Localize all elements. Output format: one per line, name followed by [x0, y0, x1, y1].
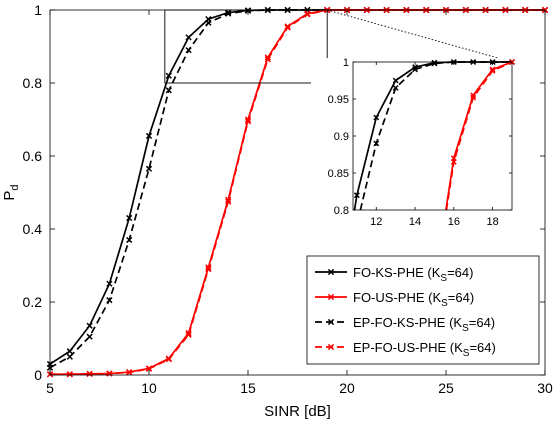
data-point-marker [165, 355, 172, 362]
zoom-region-box [164, 9, 328, 84]
data-point-marker [185, 34, 192, 41]
data-point-marker [450, 155, 457, 162]
y-tick-label: 0.6 [23, 148, 43, 164]
inset-x-tick-label: 12 [370, 216, 382, 228]
data-point-marker [284, 23, 291, 30]
legend-subscript: S [463, 348, 470, 359]
inset-background [311, 58, 518, 234]
data-point-marker [66, 371, 73, 378]
data-point-marker [431, 59, 438, 66]
data-point-marker [205, 264, 212, 271]
data-point-marker [225, 9, 232, 16]
data-point-marker [185, 47, 192, 54]
legend-series-tail: =64) [447, 265, 473, 280]
y-axis-label: Pd [1, 184, 21, 200]
data-point-marker [106, 280, 113, 287]
x-tick-label: 10 [141, 380, 157, 396]
legend-series-tail: =64) [448, 290, 474, 305]
y-tick-label: 0.8 [23, 75, 43, 91]
inset-x-tick-label: 16 [448, 216, 460, 228]
y-tick-label: 0 [34, 367, 42, 383]
y-tick-label: 1 [34, 2, 42, 18]
inset-x-tick-label: 18 [486, 216, 498, 228]
inset-y-tick-label: 0.9 [334, 131, 349, 143]
x-tick-label: 15 [240, 380, 256, 396]
data-point-marker [353, 192, 360, 199]
legend-entry-label: EP-FO-KS-PHE (KS=64) [353, 315, 495, 334]
inset-x-tick-label: 14 [409, 216, 421, 228]
x-tick-label: 30 [537, 380, 553, 396]
x-axis-label: SINR [dB] [264, 403, 331, 420]
data-point-marker [327, 268, 335, 276]
data-point-marker [86, 333, 93, 340]
data-point-marker [126, 368, 133, 376]
data-point-marker [126, 214, 133, 222]
data-point-marker [373, 114, 380, 121]
data-point-marker [106, 297, 113, 304]
legend-entry-label: FO-KS-PHE (KS=64) [353, 265, 473, 284]
legend-subscript: S [440, 273, 447, 284]
data-point-marker [165, 87, 172, 94]
inset-y-tick-label: 0.85 [328, 168, 349, 180]
data-point-marker [66, 353, 73, 360]
data-point-marker [145, 165, 153, 172]
legend-series-name: EP-FO-US-PHE (K [353, 340, 463, 355]
data-point-marker [327, 293, 335, 301]
data-point-marker [66, 348, 73, 355]
data-point-marker [489, 66, 496, 73]
data-point-marker [145, 365, 153, 372]
legend-series-tail: =64) [469, 315, 495, 330]
data-point-marker [327, 343, 335, 351]
data-point-marker [225, 196, 232, 203]
y-tick-label: 0.2 [23, 294, 43, 310]
legend-box [306, 255, 540, 365]
inset-y-tick-label: 0.95 [328, 94, 349, 106]
data-point-marker [392, 77, 399, 84]
main-ticks: 5 10 15 20 25 30 0 0.2 0.4 0.6 0.8 1 [23, 2, 553, 396]
x-tick-label: 25 [438, 380, 454, 396]
data-point-marker [145, 132, 153, 140]
data-point-marker [86, 322, 93, 329]
legend: FO-KS-PHE (KS=64)FO-US-PHE (KS=64)EP-FO-… [306, 255, 540, 365]
series-line [49, 9, 545, 369]
y-axis-label-subscript: d [9, 184, 21, 190]
data-point-marker [373, 140, 380, 147]
data-point-marker [304, 10, 311, 17]
data-point-marker [165, 72, 172, 79]
data-point-marker [392, 84, 399, 91]
data-point-marker [412, 64, 418, 71]
legend-series-name: FO-US-PHE (K [353, 290, 441, 305]
zoom-connector-line [327, 9, 513, 63]
inset-ticks: 12 14 16 18 0.8 0.85 0.9 0.95 1 [328, 57, 512, 228]
legend-entry-label: EP-FO-US-PHE (KS=64) [353, 340, 496, 359]
data-point-marker [205, 15, 212, 23]
legend-series-tail: =64) [469, 340, 495, 355]
x-tick-label: 20 [339, 380, 355, 396]
legend-series-name: EP-FO-KS-PHE (K [353, 315, 462, 330]
data-point-marker [126, 236, 133, 244]
inset-y-tick-label: 0.8 [334, 205, 349, 217]
data-point-marker [185, 329, 192, 337]
data-point-marker [470, 92, 477, 99]
y-tick-label: 0.4 [23, 221, 43, 237]
legend-subscript: S [441, 298, 448, 309]
data-point-marker [86, 370, 93, 378]
inset-y-tick-label: 1 [343, 57, 349, 69]
legend-subscript: S [462, 323, 469, 334]
y-axis-label-main: P [1, 191, 18, 201]
legend-entry-label: FO-US-PHE (KS=64) [353, 290, 474, 309]
legend-series-name: FO-KS-PHE (K [353, 265, 441, 280]
data-point-marker [264, 54, 271, 61]
x-tick-label: 5 [46, 380, 54, 396]
data-point-marker [327, 318, 335, 326]
data-point-marker [244, 116, 252, 123]
